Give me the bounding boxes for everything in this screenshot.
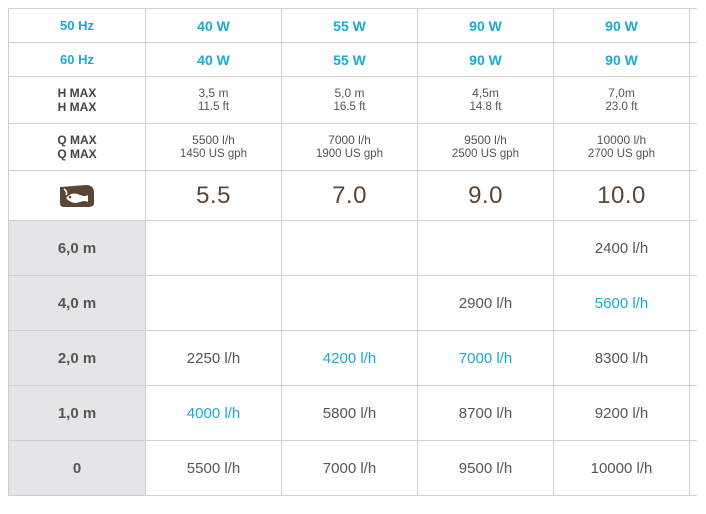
pump-spec-table: 50 Hz 40 W 55 W 90 W 90 W 60 Hz 40 W 55 … [8, 8, 697, 496]
flow-cell: 9200 l/h [553, 385, 690, 441]
flow-cell: 2250 l/h [145, 330, 282, 386]
edge-cell [689, 42, 697, 77]
head-height: 1,0 m [8, 385, 146, 441]
flow-cell [281, 220, 418, 276]
flow-cell: 9500 l/h [417, 440, 554, 496]
flow-cell: 2900 l/h [417, 275, 554, 331]
qmax-1: 5500 l/h 1450 US gph [145, 123, 282, 171]
hmax-1-imperial: 11.5 ft [197, 101, 230, 113]
label-qmax-line2: Q MAX [57, 147, 97, 161]
head-height: 0 [8, 440, 146, 496]
edge-cell [689, 330, 697, 386]
rating-1: 5.5 [145, 170, 282, 221]
hmax-2-imperial: 16.5 ft [333, 101, 366, 113]
qmax-3: 9500 l/h 2500 US gph [417, 123, 554, 171]
label-hmax-line1: H MAX [57, 86, 97, 100]
qmax-2-imperial: 1900 US gph [315, 148, 384, 160]
power-50hz-3: 90 W [417, 8, 554, 43]
hmax-1: 3,5 m 11.5 ft [145, 76, 282, 124]
head-height: 6,0 m [8, 220, 146, 276]
hmax-3: 4,5m 14.8 ft [417, 76, 554, 124]
flow-cell-highlighted: 4000 l/h [145, 385, 282, 441]
power-50hz-4: 90 W [553, 8, 690, 43]
label-qmax-line1: Q MAX [57, 133, 97, 147]
hmax-2-metric: 5,0 m [334, 86, 365, 100]
qmax-1-imperial: 1450 US gph [179, 148, 248, 160]
flow-cell: 5800 l/h [281, 385, 418, 441]
hmax-2: 5,0 m 16.5 ft [281, 76, 418, 124]
qmax-4-imperial: 2700 US gph [587, 148, 656, 160]
qmax-2-metric: 7000 l/h [328, 133, 371, 147]
hmax-4-imperial: 23.0 ft [605, 101, 638, 113]
flow-cell-highlighted: 5600 l/h [553, 275, 690, 331]
edge-cell [689, 170, 697, 221]
qmax-4: 10000 l/h 2700 US gph [553, 123, 690, 171]
power-60hz-1: 40 W [145, 42, 282, 77]
power-60hz-2: 55 W [281, 42, 418, 77]
power-60hz-4: 90 W [553, 42, 690, 77]
hmax-3-metric: 4,5m [472, 86, 499, 100]
flow-row: 4,0 m 2900 l/h 5600 l/h [8, 275, 697, 331]
edge-cell [689, 76, 697, 124]
qmax-4-metric: 10000 l/h [596, 133, 647, 147]
flow-cell [281, 275, 418, 331]
edge-cell [689, 275, 697, 331]
edge-cell [689, 123, 697, 171]
flow-cell [145, 275, 282, 331]
qmax-3-metric: 9500 l/h [464, 133, 507, 147]
head-height: 4,0 m [8, 275, 146, 331]
row-hmax: H MAX H MAX 3,5 m 11.5 ft 5,0 m 16.5 ft … [8, 76, 697, 124]
row-qmax: Q MAX Q MAX 5500 l/h 1450 US gph 7000 l/… [8, 123, 697, 171]
flow-row: 6,0 m 2400 l/h [8, 220, 697, 276]
power-60hz-3: 90 W [417, 42, 554, 77]
edge-cell [689, 220, 697, 276]
flow-cell: 5500 l/h [145, 440, 282, 496]
flow-cell: 7000 l/h [281, 440, 418, 496]
flow-row: 0 5500 l/h 7000 l/h 9500 l/h 10000 l/h [8, 440, 697, 496]
label-50hz: 50 Hz [8, 8, 146, 43]
flow-cell: 8700 l/h [417, 385, 554, 441]
hmax-3-imperial: 14.8 ft [469, 101, 502, 113]
rating-2: 7.0 [281, 170, 418, 221]
flow-cell [145, 220, 282, 276]
rating-icon-cell [8, 170, 146, 221]
row-rating: 5.5 7.0 9.0 10.0 [8, 170, 697, 221]
row-60hz: 60 Hz 40 W 55 W 90 W 90 W [8, 42, 697, 77]
hmax-1-metric: 3,5 m [198, 86, 229, 100]
label-hmax-line2: H MAX [57, 100, 97, 114]
edge-cell [689, 8, 697, 43]
qmax-1-metric: 5500 l/h [192, 133, 235, 147]
qmax-2: 7000 l/h 1900 US gph [281, 123, 418, 171]
power-50hz-1: 40 W [145, 8, 282, 43]
flow-cell-highlighted: 4200 l/h [281, 330, 418, 386]
label-60hz: 60 Hz [8, 42, 146, 77]
flow-cell: 10000 l/h [553, 440, 690, 496]
label-qmax: Q MAX Q MAX [8, 123, 146, 171]
rating-3: 9.0 [417, 170, 554, 221]
flow-cell [417, 220, 554, 276]
label-hmax: H MAX H MAX [8, 76, 146, 124]
flow-cell: 8300 l/h [553, 330, 690, 386]
power-50hz-2: 55 W [281, 8, 418, 43]
edge-cell [689, 385, 697, 441]
flow-row: 1,0 m 4000 l/h 5800 l/h 8700 l/h 9200 l/… [8, 385, 697, 441]
qmax-3-imperial: 2500 US gph [451, 148, 520, 160]
flow-cell-highlighted: 7000 l/h [417, 330, 554, 386]
row-50hz: 50 Hz 40 W 55 W 90 W 90 W [8, 8, 697, 43]
head-height: 2,0 m [8, 330, 146, 386]
rating-4: 10.0 [553, 170, 690, 221]
flow-row: 2,0 m 2250 l/h 4200 l/h 7000 l/h 8300 l/… [8, 330, 697, 386]
fish-icon [58, 183, 96, 209]
hmax-4: 7,0m 23.0 ft [553, 76, 690, 124]
flow-cell: 2400 l/h [553, 220, 690, 276]
hmax-4-metric: 7,0m [608, 86, 635, 100]
edge-cell [689, 440, 697, 496]
